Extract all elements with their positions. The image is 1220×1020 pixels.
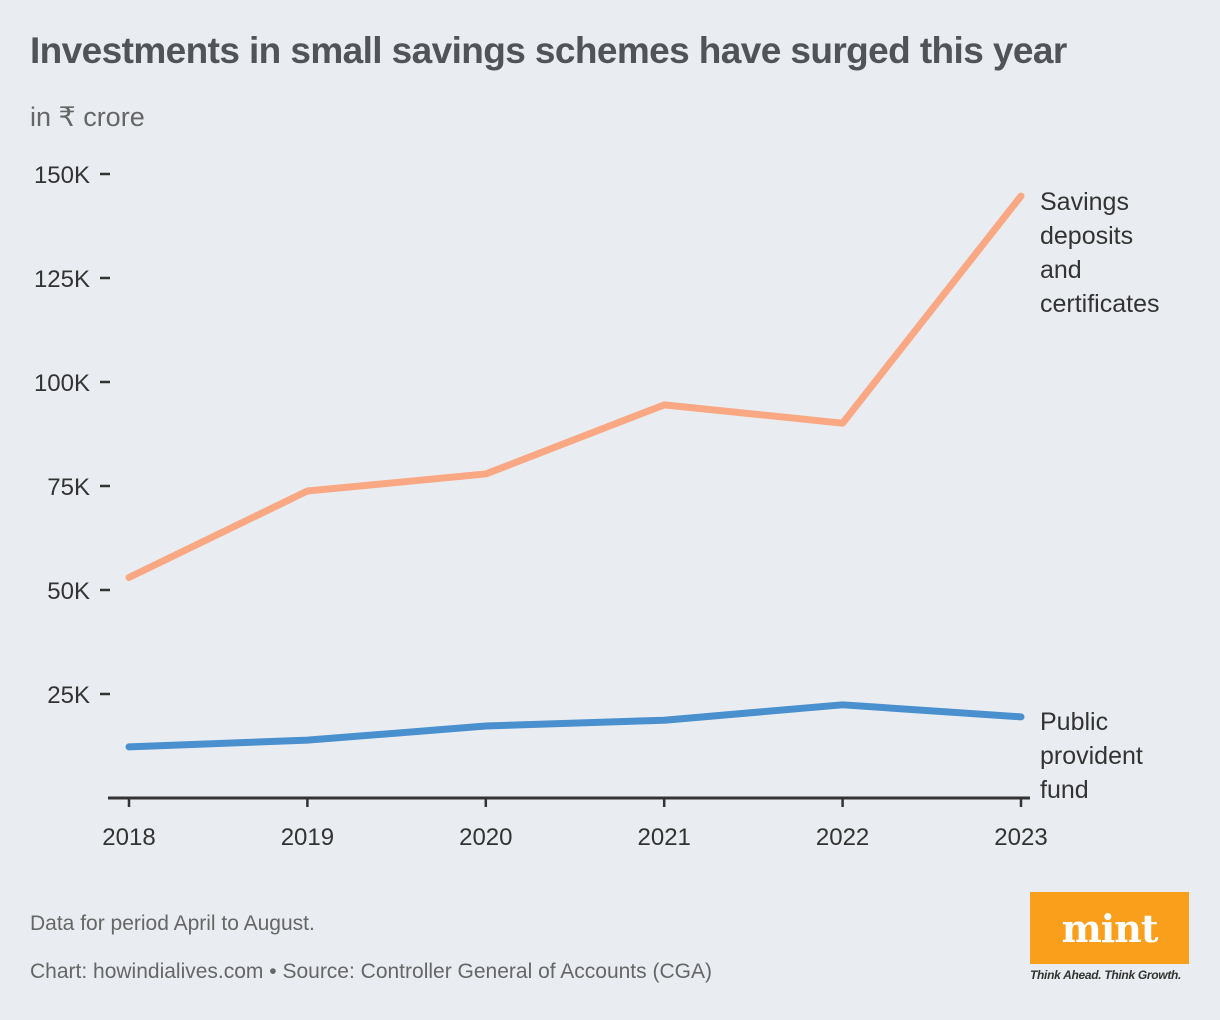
x-tick-label: 2022 xyxy=(816,824,869,851)
series-line-ppf xyxy=(125,701,1025,751)
mint-logo: mint xyxy=(1030,892,1189,964)
y-tick-label: 50K xyxy=(47,578,90,605)
x-tick-label: 2019 xyxy=(281,824,334,851)
series-label: Savings xyxy=(1040,188,1129,216)
x-tick-label: 2021 xyxy=(638,824,691,851)
series-label: certificates xyxy=(1040,290,1159,318)
y-tick-label: 125K xyxy=(34,266,90,293)
y-tick-label: 100K xyxy=(34,370,90,397)
y-tick-label: 75K xyxy=(47,474,90,501)
x-tick-label: 2020 xyxy=(459,824,512,851)
y-tick-label: 25K xyxy=(47,682,90,709)
series-label: Public xyxy=(1040,708,1108,736)
logo-tagline: Think Ahead. Think Growth. xyxy=(1030,968,1182,982)
chart-subtitle: in ₹ crore xyxy=(30,102,145,132)
x-tick-label: 2023 xyxy=(994,824,1047,851)
series-label: deposits xyxy=(1040,222,1133,250)
logo-wordmark: mint xyxy=(1061,905,1159,951)
series-label: provident xyxy=(1040,742,1143,770)
series-label: and xyxy=(1040,256,1082,284)
chart-title: Investments in small savings schemes hav… xyxy=(30,30,1067,71)
x-tick-label: 2018 xyxy=(102,824,155,851)
line-chart: 25K 50K 75K 100K 125K 150K 2018 2019 2020 2021 202… xyxy=(34,162,1160,851)
series-label: fund xyxy=(1040,776,1089,804)
series-line-savings-deposits xyxy=(125,192,1025,582)
chart-note: Data for period April to August. xyxy=(30,912,315,935)
chart-source: Chart: howindialives.com • Source: Contr… xyxy=(30,960,712,983)
y-tick-label: 150K xyxy=(34,162,90,189)
